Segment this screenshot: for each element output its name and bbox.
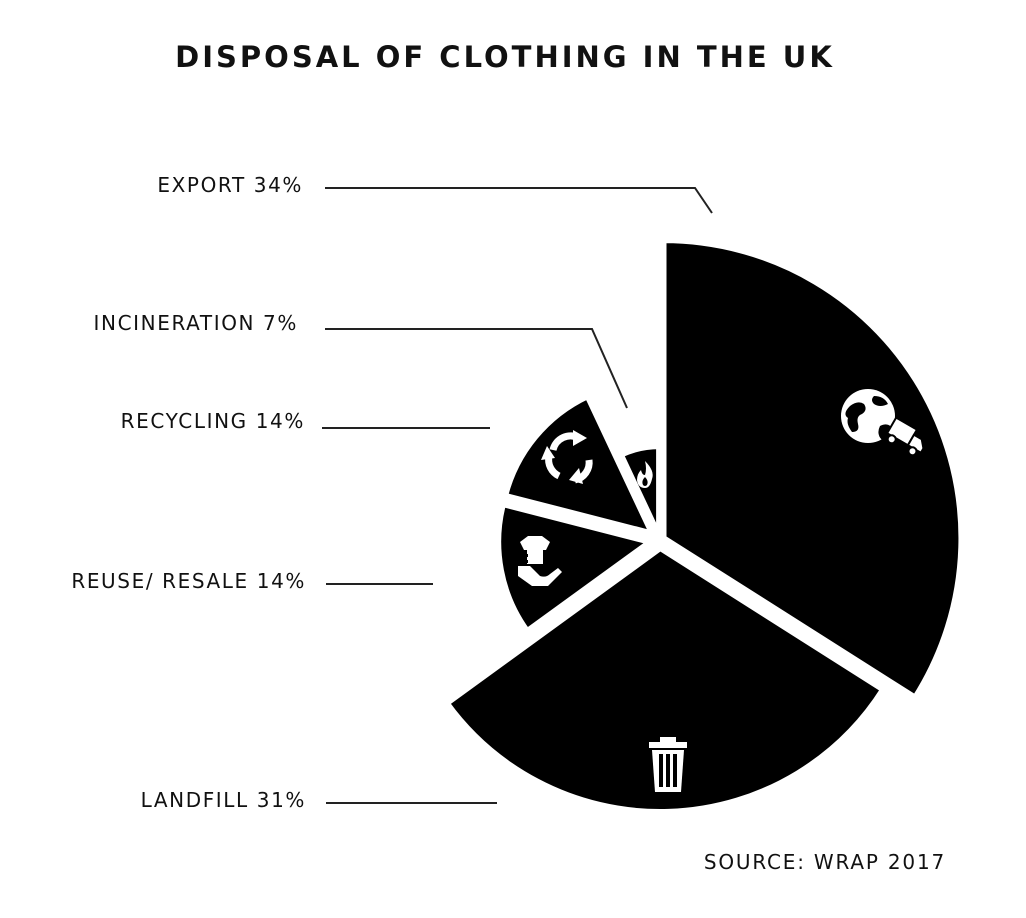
- hand-shirt-icon: [518, 536, 562, 586]
- slice-label-recycling: RECYCLING 14%: [121, 409, 305, 433]
- pie-slice-export: [660, 237, 965, 702]
- slice-label-incineration: INCINERATION 7%: [94, 311, 298, 335]
- leader-line-incineration: [325, 328, 628, 409]
- source-note: SOURCE: WRAP 2017: [704, 850, 946, 874]
- pie-slices: [442, 237, 965, 815]
- pie-slice-recycling: [501, 392, 658, 539]
- slice-label-landfill: LANDFILL 31%: [141, 788, 306, 812]
- leader-line-export: [325, 187, 713, 214]
- recycle-icon: [541, 430, 593, 484]
- pie-slice-landfill: [442, 544, 888, 815]
- leader-lines: [322, 187, 713, 804]
- chart-title: DISPOSAL OF CLOTHING IN THE UK: [175, 40, 835, 74]
- globe-truck-icon: [841, 389, 925, 457]
- slice-label-export: EXPORT 34%: [157, 173, 303, 197]
- slice-label-reuse: REUSE/ RESALE 14%: [71, 569, 306, 593]
- flame-icon: [637, 461, 653, 488]
- pie-slice-reuse: [495, 500, 658, 636]
- trash-can-icon: [649, 737, 687, 792]
